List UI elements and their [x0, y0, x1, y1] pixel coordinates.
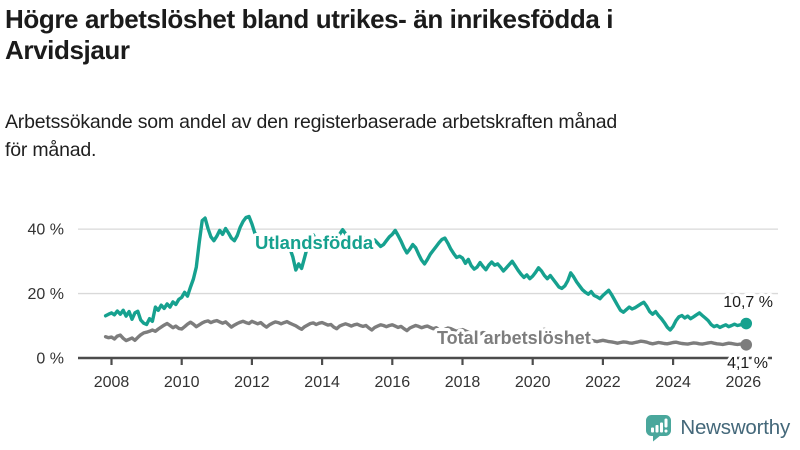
x-axis-label-2012: 2012 [234, 374, 270, 391]
x-axis-label-2022: 2022 [585, 374, 621, 391]
y-axis-label-20: 20 % [28, 286, 64, 303]
title-line-2: Arvidsjaur [5, 35, 130, 65]
series-line-1 [103, 318, 748, 347]
chart-subtitle: Arbetssökande som andel av den registerb… [5, 108, 795, 164]
page-title: Högre arbetslöshet bland utrikes- än inr… [5, 4, 797, 66]
title-line-1: Högre arbetslöshet bland utrikes- än inr… [5, 4, 614, 34]
x-axis-label-2018: 2018 [445, 374, 481, 391]
end-value-label-total: 4,1 % [727, 355, 768, 372]
x-axis-label-2016: 2016 [375, 374, 411, 391]
subtitle-line-2: för månad. [5, 139, 97, 161]
series-line-0 [103, 214, 748, 332]
y-axis-label-40: 40 % [28, 222, 64, 239]
end-value-label-utlandsfodda: 10,7 % [723, 294, 773, 311]
x-axis-label-2010: 2010 [164, 374, 200, 391]
x-axis-label-2026: 2026 [726, 374, 762, 391]
series-label-utlandsfodda: Utlandsfödda [255, 232, 374, 253]
x-axis-label-2008: 2008 [94, 374, 130, 391]
newsworthy-logo: Newsworthy [645, 414, 790, 442]
x-axis-label-2024: 2024 [655, 374, 691, 391]
series-label-total-arbetsloshet: Total arbetslöshet [437, 328, 591, 348]
series-end-dot-1 [740, 338, 753, 351]
x-axis-label-2020: 2020 [515, 374, 551, 391]
newsworthy-logo-icon [646, 415, 672, 442]
y-axis-label-0: 0 % [36, 351, 64, 368]
newsworthy-wordmark: Newsworthy [680, 416, 790, 439]
series-end-dot-0 [740, 317, 753, 330]
x-axis-label-2014: 2014 [304, 374, 340, 391]
subtitle-line-1: Arbetssökande som andel av den registerb… [5, 111, 618, 133]
